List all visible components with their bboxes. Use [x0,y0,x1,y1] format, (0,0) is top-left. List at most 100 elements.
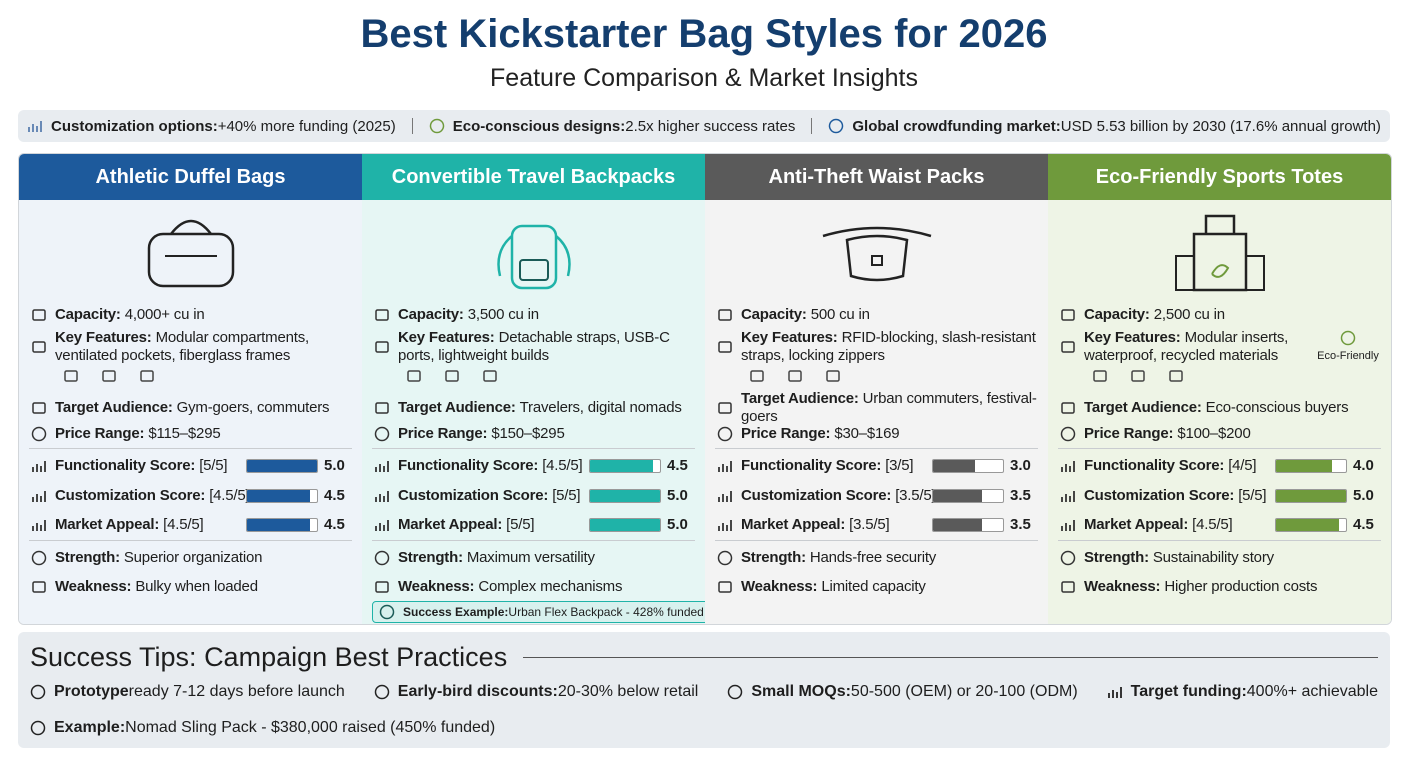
score-bar [590,489,660,502]
badge-label: Eco-Friendly [1317,350,1379,362]
score-value: 3.0 [1010,457,1031,474]
stat-label: Customization options: [51,117,218,135]
icon [1061,309,1075,321]
score-text: Market Appeal: [5/5] [398,516,535,534]
tip-text: Target funding:400%+ achievable [1131,683,1378,701]
icon [1107,687,1122,698]
stat-label: Eco-conscious designs: [452,117,626,135]
note: Strength: Hands-free security [717,547,1038,569]
note-text: Strength: Sustainability story [1084,549,1381,567]
success-example-label: Success Example: [403,605,509,619]
separator [1058,540,1381,541]
tips-example-label: Example: [54,719,126,736]
detail-value: $100–$200 [1177,425,1251,442]
icon [718,520,732,531]
score-rating: [5/5] [552,486,581,504]
note: Strength: Superior organization [31,547,352,569]
score-label: Functionality Score: [1084,457,1225,474]
score-label: Market Appeal: [1084,516,1189,533]
stats-bar: Customization options:+40% more funding … [18,110,1390,142]
tip-value: 400%+ achievable [1246,683,1378,700]
detail: Key Features: RFID-blocking, slash-resist… [717,326,1038,368]
score-track [1275,518,1347,532]
tip-text: Prototypeready 7-12 days before launch [54,683,345,701]
separator [372,540,695,541]
detail-label: Capacity: [398,306,464,323]
score-row: Customization Score: [4.5/5] [31,485,352,507]
stat: Global crowdfunding market:USD 5.53 bill… [828,118,1381,135]
tip-text: Early-bird discounts:20-30% below retail [398,683,699,701]
icon [32,402,46,414]
note-value: Limited capacity [821,578,926,595]
score-bar [933,460,975,472]
score-text: Customization Score: [5/5] [1084,486,1267,505]
score-row: Customization Score: [5/5] [1060,485,1381,507]
score-rating: [4.5/5] [163,516,204,533]
detail-value: 500 cu in [810,306,870,323]
stat: Customization options:+40% more funding … [27,118,396,135]
score-rating: [4.5/5] [1192,516,1233,533]
detail-text: Key Features: Modular inserts, waterproof… [1084,329,1321,365]
score-rating: [5/5] [199,457,228,474]
score-track [932,488,1004,503]
score-label: Customization Score: [1084,486,1235,504]
detail-text: Target Audience: Gym-goers, commuters [55,399,352,417]
tips-items: Prototypeready 7-12 days before launch Ea… [30,680,1378,704]
separator [811,118,813,134]
tip-value: 50-500 (OEM) or 20-100 (ODM) [850,683,1078,700]
icon [717,426,733,442]
detail-text: Capacity: 3,500 cu in [398,306,695,324]
note: Strength: Maximum versatility [374,547,695,569]
detail: Target Audience: Travelers, digital nomad… [374,391,695,425]
score-bar [247,519,310,531]
bag-illustration [147,219,234,288]
tip-label: Small MOQs: [751,683,851,700]
detail: Key Features: Modular compartments, venti… [31,326,352,368]
icon [728,684,743,700]
separator [372,448,695,449]
column-title: Athletic Duffel Bags [19,154,362,200]
icon [407,370,421,382]
detail-value: 4,000+ cu in [124,306,205,323]
columns: Athletic Duffel Bags Capacity: 4,000+ cu i… [18,153,1392,625]
column: Convertible Travel Backpacks Capacity: 3,5… [362,154,711,624]
icon [102,370,116,382]
score-row: Functionality Score: [5/5] [31,455,352,477]
icon [379,604,395,620]
icon [718,309,732,321]
detail-value: Travelers, digital nomads [519,399,682,416]
score-rating: [3.5/5] [849,516,890,533]
icon [718,461,732,472]
separator [715,448,1038,449]
detail-text: Price Range: $150–$295 [398,425,695,443]
score-row: Market Appeal: [5/5] [374,514,695,536]
detail-label: Price Range: [741,425,831,442]
separator [715,540,1038,541]
icon [1061,490,1075,502]
note-label: Weakness: [55,578,132,595]
score-row: Functionality Score: [3/5] [717,455,1038,477]
icon [1061,581,1075,593]
icon [31,426,47,442]
detail: Price Range: $30–$169 [717,423,1038,445]
icon [1061,341,1075,353]
tip-label: Prototype [54,683,129,700]
detail-value: Gym-goers, commuters [176,399,330,416]
score-text: Functionality Score: [4/5] [1084,457,1257,475]
icon [140,370,154,382]
success-example-value: Urban Flex Backpack - 428% funded [508,605,704,619]
score-rating: [5/5] [506,516,535,533]
stat-text: Customization options:+40% more funding … [51,118,396,135]
score-value: 3.5 [1010,516,1031,533]
score-bar [1276,489,1346,502]
note-value: Bulky when loaded [135,578,258,595]
score-text: Functionality Score: [3/5] [741,457,914,475]
icon [1061,461,1075,472]
tip: Target funding:400%+ achievable [1107,683,1378,701]
score-label: Customization Score: [55,486,206,504]
detail-label: Price Range: [398,425,488,442]
note-label: Weakness: [741,578,818,595]
tips-example-value: Nomad Sling Pack - $380,000 raised (450%… [125,719,496,736]
separator [411,118,413,134]
